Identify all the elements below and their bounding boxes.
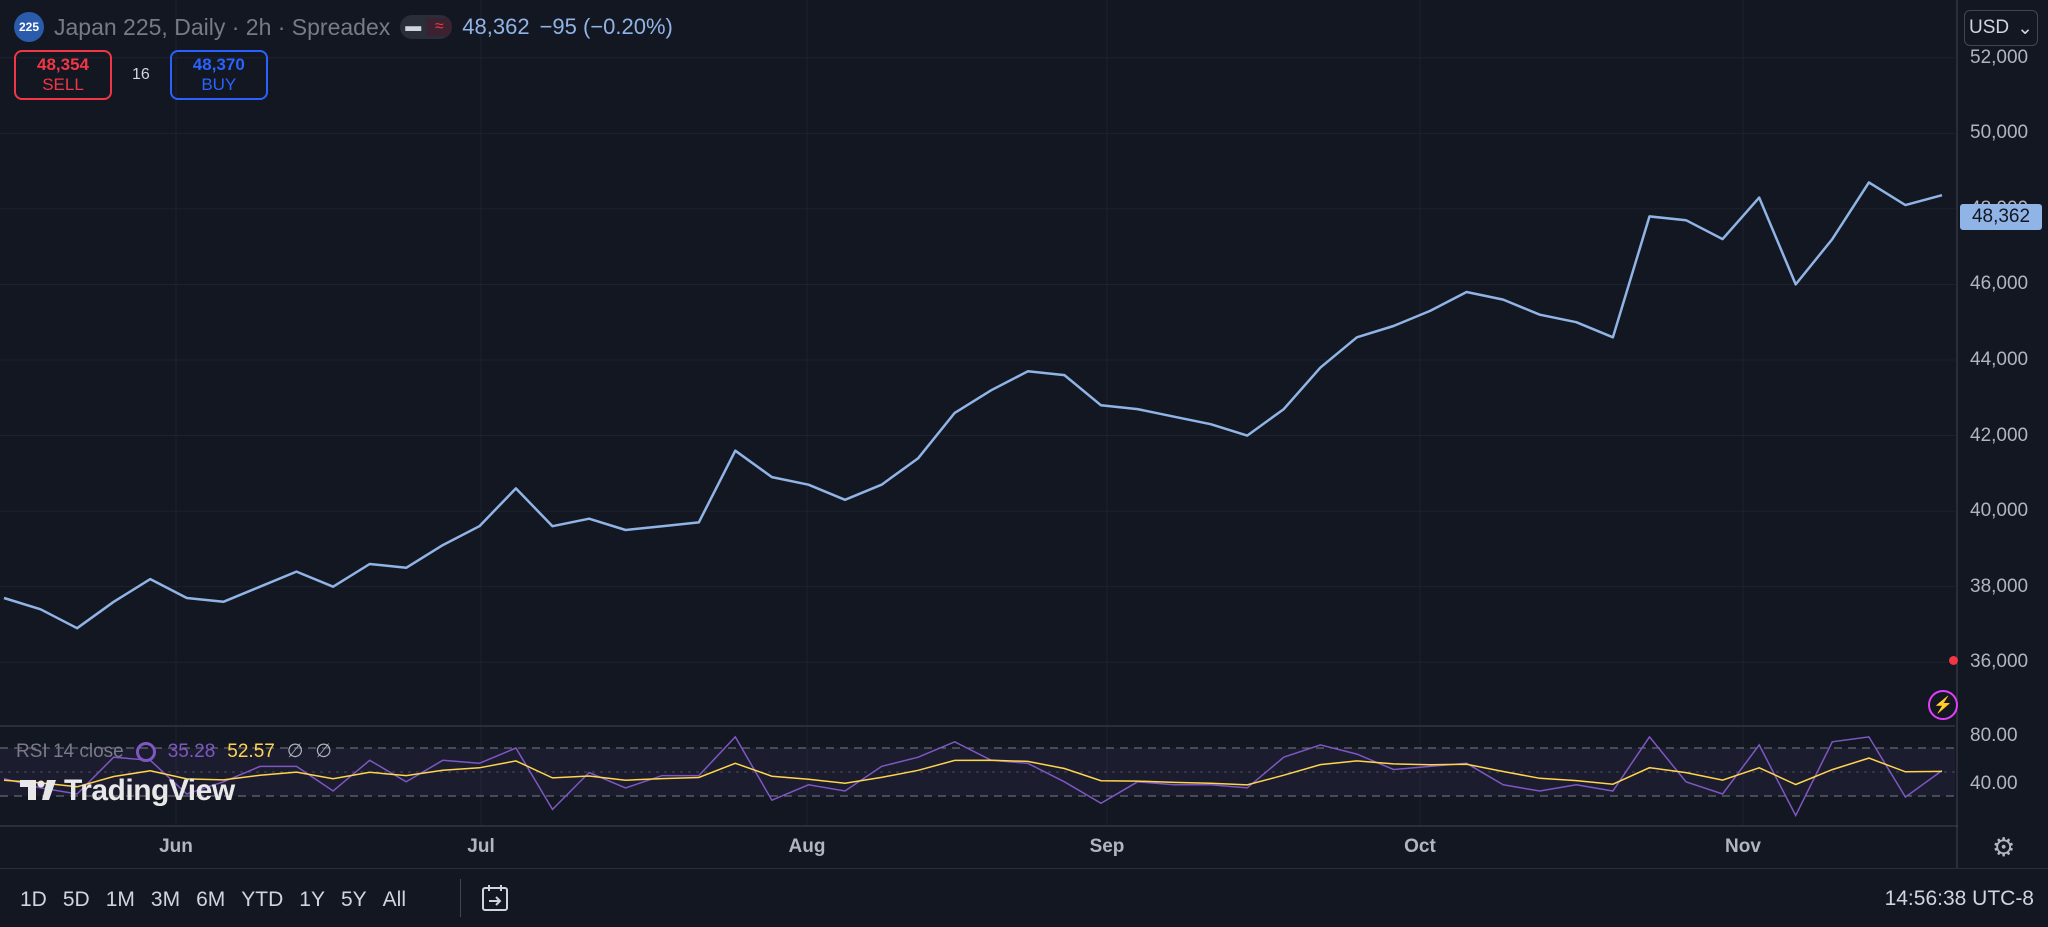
rsi-value: 35.28 (167, 740, 216, 762)
rsi-ma-line (3, 757, 1943, 788)
chevron-down-icon: ⌄ (2017, 17, 2034, 39)
calendar-goto-icon[interactable] (480, 883, 510, 913)
rsi-settings-icon[interactable] (135, 741, 156, 762)
y-tick-label: 40,000 (1970, 500, 2029, 522)
sell-label: SELL (42, 75, 84, 94)
x-tick-label: Sep (1089, 836, 1125, 857)
x-tick-label: Oct (1404, 836, 1436, 857)
buy-price: 48,370 (192, 55, 245, 74)
range-buttons: 1D 5D 1M 3M 6M YTD 1Y 5Y All (14, 884, 412, 916)
gear-icon[interactable]: ⚙ (1992, 832, 2016, 862)
sell-button[interactable]: 48,354 SELL (14, 50, 112, 100)
sell-price: 48,354 (37, 55, 89, 74)
rsi-ma-value: 52.57 (227, 740, 275, 762)
range-button-5y[interactable]: 5Y (340, 888, 367, 911)
tradingview-logo[interactable]: TradingView (20, 774, 235, 808)
tradingview-wordmark: TradingView (64, 774, 235, 807)
buy-button[interactable]: 48,370 BUY (169, 50, 268, 100)
y-tick-label: 36,000 (1970, 651, 2029, 673)
market-status-pill[interactable]: ▬ ≈ (400, 15, 453, 39)
range-button-5d[interactable]: 5D (62, 888, 90, 911)
trade-panel: 48,354 SELL 16 48,370 BUY (14, 50, 268, 100)
buy-label: BUY (201, 75, 237, 94)
x-tick-label: Aug (788, 836, 826, 857)
currency-value: USD (1968, 17, 2010, 38)
symbol-legend[interactable]: 225 Japan 225, Daily · 2h · Spreadex ▬ ≈… (14, 12, 673, 42)
clock[interactable]: 14:56:38 UTC-8 (1884, 887, 2034, 910)
currency-select[interactable]: USD ⌄ (1964, 10, 2038, 46)
y-tick-label: 42,000 (1970, 424, 2029, 446)
y-tick-label: 46,000 (1970, 273, 2029, 295)
range-button-1m[interactable]: 1M (105, 888, 135, 911)
x-tick-label: Jul (467, 836, 495, 857)
symbol-title[interactable]: Japan 225, Daily · 2h · Spreadex (54, 13, 391, 40)
range-button-1y[interactable]: 1Y (299, 888, 325, 911)
last-price: 48,362 (462, 14, 530, 39)
price-chart[interactable] (0, 0, 2048, 868)
rsi-level-40-label: 40.00 (1970, 773, 2018, 794)
range-button-all[interactable]: All (382, 888, 406, 911)
lightning-icon[interactable]: ⚡ (1928, 690, 1958, 720)
price-line (3, 181, 1943, 630)
rsi-na-2: ∅ (315, 741, 332, 762)
y-tick-label: 50,000 (1970, 122, 2029, 144)
minus-icon: ▬ (405, 18, 422, 35)
toolbar-divider (460, 879, 461, 917)
spread-value: 16 (132, 66, 150, 83)
x-tick-label: Nov (1725, 836, 1761, 857)
bottom-toolbar: 1D 5D 1M 3M 6M YTD 1Y 5Y All 14:56:38 UTC-8 (0, 868, 2048, 927)
last-price-tag: 48,362 (1960, 204, 2042, 230)
x-tick-label: Jun (159, 836, 193, 857)
rsi-level-80-label: 80.00 (1970, 725, 2018, 746)
chart-grid (0, 0, 1955, 826)
y-tick-label: 38,000 (1970, 575, 2029, 597)
y-tick-label: 52,000 (1970, 46, 2029, 68)
range-button-3m[interactable]: 3M (150, 888, 181, 911)
range-button-1d[interactable]: 1D (20, 888, 47, 911)
tradingview-mark-icon (20, 780, 56, 800)
price-change: −95 (−0.20%) (539, 14, 673, 39)
rsi-na-1: ∅ (286, 741, 304, 762)
rsi-legend[interactable]: RSI 14 close 35.28 52.57 ∅ ∅ (16, 740, 332, 763)
wave-icon: ≈ (426, 18, 453, 36)
range-button-6m[interactable]: 6M (196, 888, 226, 911)
symbol-badge: 225 (14, 12, 44, 42)
notification-dot (1949, 656, 1958, 665)
range-button-ytd[interactable]: YTD (241, 888, 284, 911)
y-tick-label: 44,000 (1970, 349, 2029, 370)
rsi-name: RSI 14 close (16, 740, 124, 762)
